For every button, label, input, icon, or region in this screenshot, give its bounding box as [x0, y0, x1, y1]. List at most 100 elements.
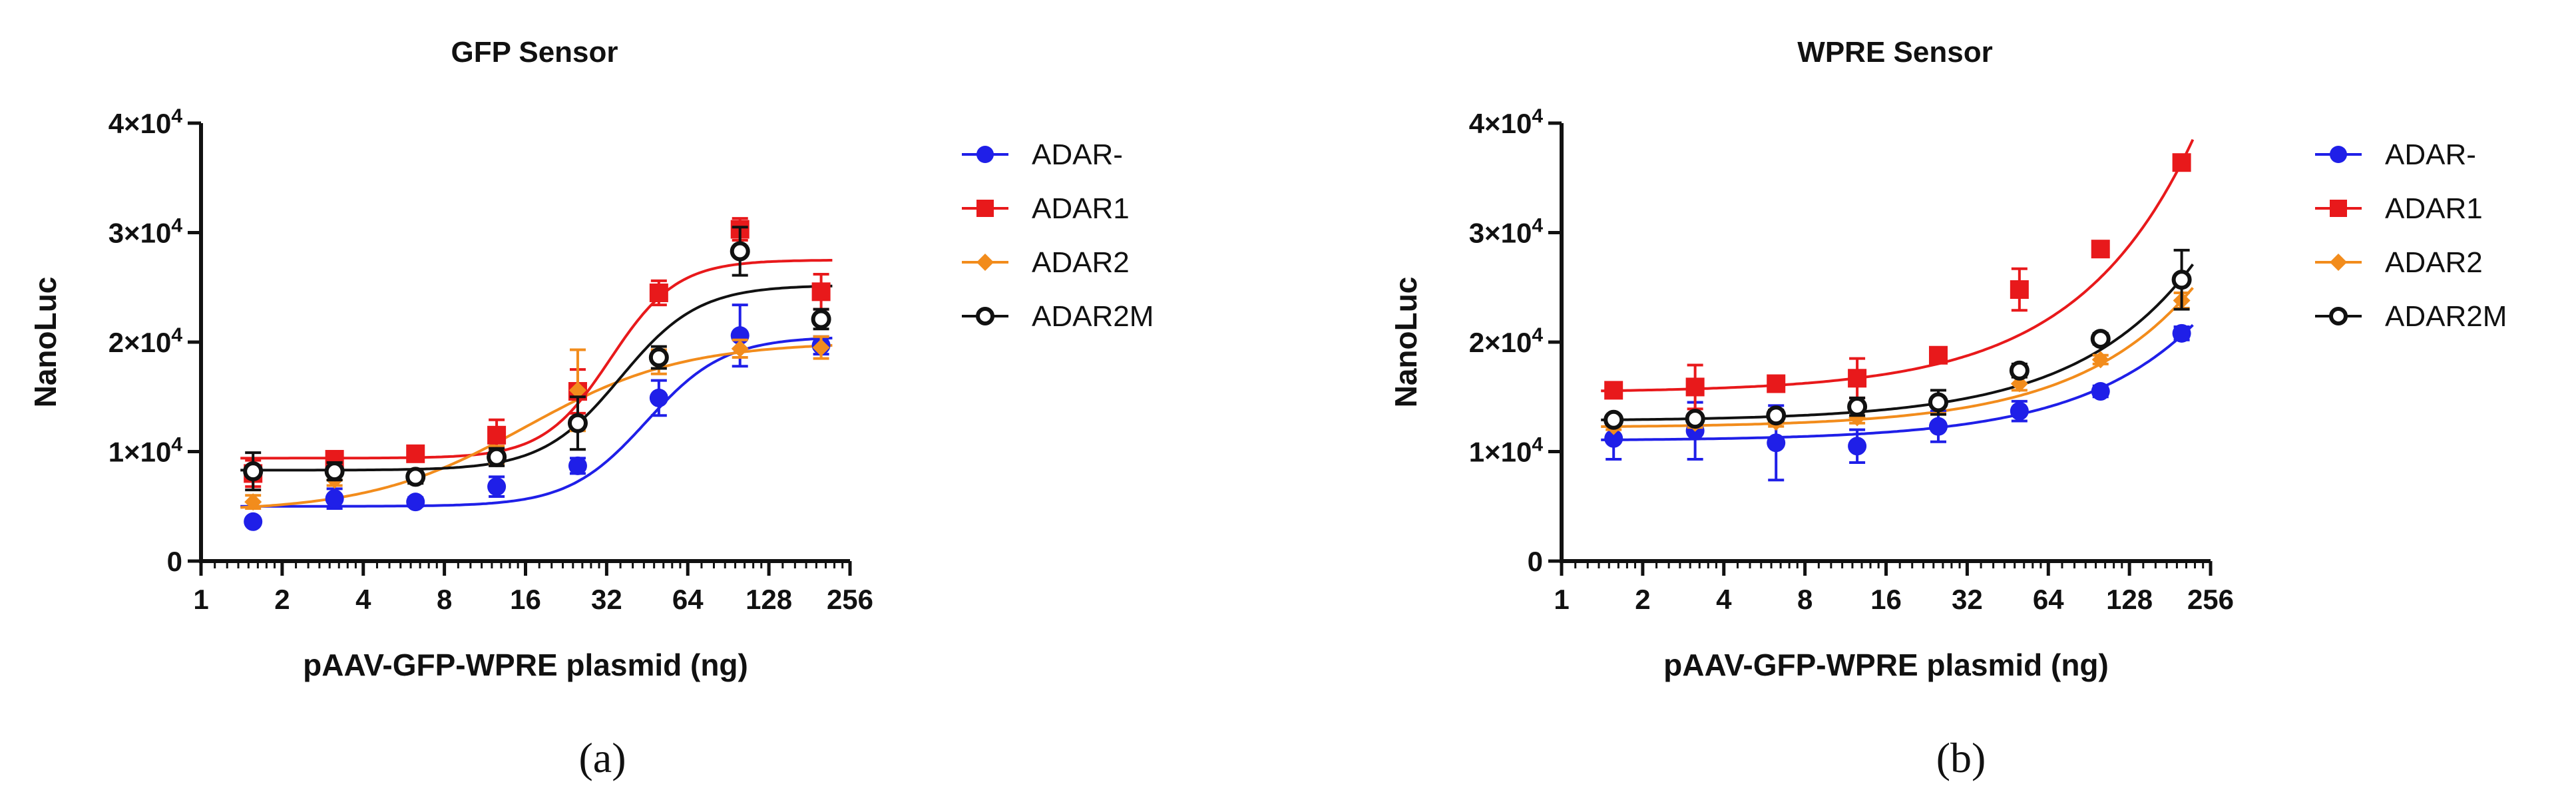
- data-point-adar-: [1604, 429, 1623, 448]
- x-tick-label: 32: [591, 584, 622, 615]
- data-point-adar2m: [2090, 329, 2111, 349]
- data-point-adar1: [1928, 345, 1948, 365]
- data-point-adar-: [325, 489, 344, 508]
- data-point-adar2m: [324, 461, 345, 482]
- data-point-adar1: [1848, 369, 1867, 388]
- data-point-adar-: [1928, 417, 1948, 436]
- data-point-adar2: [812, 339, 830, 357]
- legend-label: ADAR1: [1032, 192, 1130, 225]
- data-point-adar2m: [487, 447, 507, 467]
- data-point-adar2m: [1766, 405, 1787, 426]
- data-point-adar1: [1604, 381, 1623, 400]
- x-tick-label: 256: [2187, 584, 2234, 615]
- data-point-adar1: [406, 444, 425, 463]
- panel-label: (a): [578, 734, 626, 781]
- legend-marker: [976, 200, 994, 217]
- data-point-adar1: [649, 283, 668, 302]
- data-point-adar2m: [648, 347, 669, 368]
- data-point-adar-: [649, 388, 668, 407]
- panel-b: WPRE Sensor 0 1×104 2×104 3×104 4×104 1 2 4 8 16 32…: [1389, 36, 2507, 781]
- fit-curve-adar1: [1601, 138, 2195, 393]
- legend-marker: [976, 307, 994, 325]
- y-tick-label: 3×104: [108, 215, 183, 249]
- data-point-adar2: [244, 493, 262, 511]
- x-tick-label: 1: [1554, 584, 1569, 615]
- data-point-adar2m: [811, 309, 831, 329]
- data-point-adar2m: [1685, 409, 1705, 429]
- data-point-adar-: [568, 456, 587, 475]
- legend-label: ADAR2M: [2385, 300, 2507, 333]
- data-point-adar2: [568, 381, 586, 399]
- y-tick-label: 4×104: [1469, 105, 1544, 139]
- data-point-adar2m: [2171, 270, 2192, 290]
- legend-label: ADAR-: [1032, 138, 1123, 171]
- data-point-adar1: [1685, 377, 1705, 397]
- y-tick-label: 0: [1528, 546, 1543, 577]
- panel-label: (b): [1936, 734, 1986, 781]
- y-tick-label: 1×104: [108, 434, 183, 468]
- fit-curve-adar2m: [240, 284, 833, 472]
- y-tick-label: 4×104: [108, 105, 183, 139]
- x-tick-label: 64: [2033, 584, 2064, 615]
- data-point-adar2m: [2009, 360, 2030, 381]
- legend-label: ADAR1: [2385, 192, 2483, 225]
- x-tick-label: 16: [1870, 584, 1902, 615]
- data-point-adar2: [2091, 351, 2109, 369]
- data-point-adar-: [244, 512, 263, 531]
- x-tick-label: 32: [1952, 584, 1983, 615]
- legend-marker: [2329, 307, 2348, 325]
- x-tick-label: 256: [827, 584, 873, 615]
- data-point-adar2m: [567, 413, 588, 433]
- x-tick-label: 128: [2106, 584, 2153, 615]
- data-point-adar-: [1767, 433, 1786, 453]
- legend-marker: [2330, 146, 2347, 163]
- chart-title: GFP Sensor: [451, 36, 618, 69]
- x-tick-label: 1: [193, 584, 208, 615]
- x-axis-label: pAAV-GFP-WPRE plasmid (ng): [303, 648, 748, 682]
- x-tick-label: 64: [672, 584, 704, 615]
- legend-marker: [2330, 200, 2347, 217]
- x-tick-label: 16: [510, 584, 541, 615]
- data-point-adar1: [1767, 374, 1786, 393]
- legend-marker: [976, 254, 994, 271]
- legend-marker: [976, 146, 994, 163]
- data-point-adar2m: [1847, 397, 1868, 417]
- data-point-adar2m: [405, 467, 426, 487]
- x-tick-label: 8: [437, 584, 452, 615]
- x-tick-label: 8: [1797, 584, 1813, 615]
- data-point-adar-: [487, 477, 507, 497]
- data-point-adar1: [2091, 240, 2110, 259]
- y-tick-label: 2×104: [108, 324, 183, 358]
- y-axis-label: NanoLuc: [28, 277, 63, 408]
- data-point-adar2m: [243, 461, 264, 482]
- data-point-adar2: [731, 339, 749, 357]
- x-tick-label: 4: [355, 584, 371, 615]
- fit-curve-adar1: [240, 259, 833, 460]
- chart-title: WPRE Sensor: [1797, 36, 1992, 69]
- data-point-adar-: [1848, 437, 1867, 456]
- data-point-adar1: [487, 425, 507, 445]
- y-tick-label: 0: [167, 546, 182, 577]
- data-point-adar1: [811, 282, 831, 302]
- y-axis-label: NanoLuc: [1389, 277, 1423, 408]
- x-axis-label: pAAV-GFP-WPRE plasmid (ng): [1663, 648, 2109, 682]
- data-point-adar-: [2091, 382, 2110, 401]
- x-tick-label: 128: [746, 584, 792, 615]
- data-point-adar2m: [730, 241, 750, 262]
- y-tick-label: 2×104: [1469, 324, 1544, 358]
- legend-label: ADAR2: [2385, 246, 2483, 279]
- data-point-adar1: [2172, 153, 2191, 172]
- x-tick-label: 2: [1635, 584, 1650, 615]
- legend-label: ADAR2M: [1032, 300, 1154, 333]
- x-tick-label: 4: [1716, 584, 1732, 615]
- data-point-adar2m: [1604, 409, 1624, 430]
- data-point-adar2m: [1928, 392, 1948, 413]
- data-point-adar-: [406, 493, 425, 512]
- panel-a: GFP Sensor 0 1×104 2×104 3×104 4×104 1 2 4 8 16 32 6…: [28, 36, 1154, 781]
- data-point-adar1: [2010, 280, 2029, 300]
- y-tick-label: 3×104: [1469, 215, 1544, 249]
- legend-label: ADAR2: [1032, 246, 1130, 279]
- y-tick-label: 1×104: [1469, 434, 1544, 468]
